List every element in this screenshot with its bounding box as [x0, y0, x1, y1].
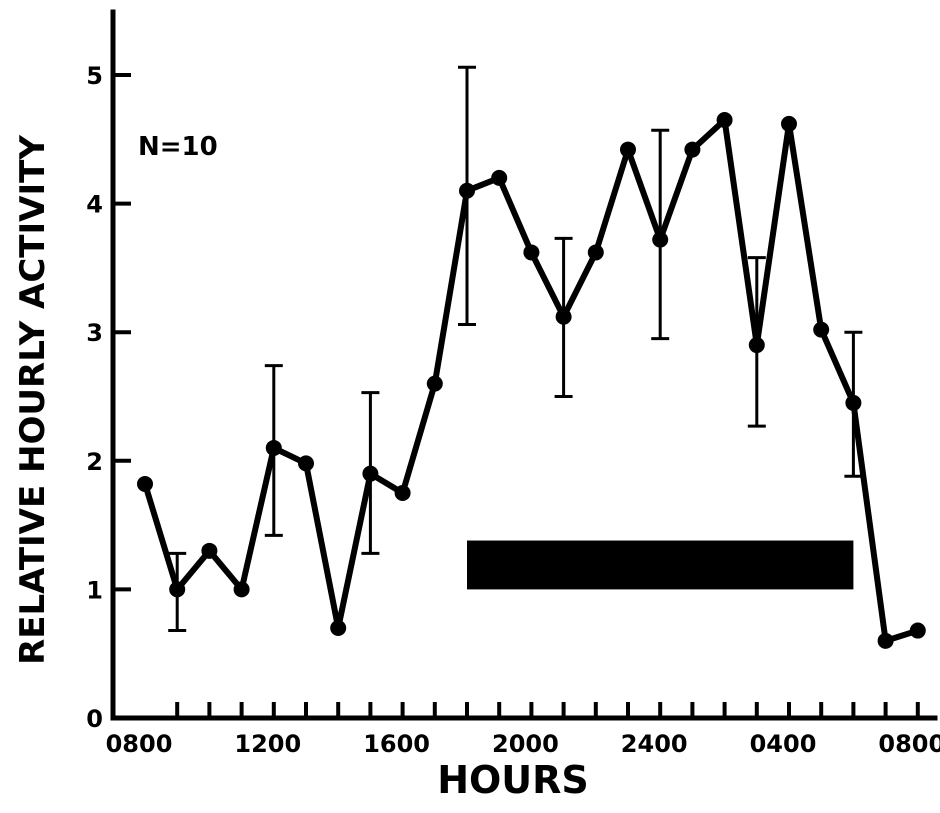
data-point: [813, 321, 830, 338]
x-tick-label: 0400: [750, 730, 817, 758]
data-point: [909, 622, 926, 639]
data-point: [555, 308, 572, 325]
data-point: [716, 112, 733, 129]
data-point: [587, 244, 604, 261]
dark-period-bar-layer: [467, 540, 854, 590]
sample-size-annotation: N=10: [138, 132, 218, 162]
x-ticks: 0800 1200 1600 2000 2400 0400 0800: [106, 702, 940, 758]
data-point: [491, 169, 508, 186]
x-tick-label: 2400: [621, 730, 688, 758]
x-tick-label: 1600: [363, 730, 430, 758]
x-tick-label: 0800: [106, 730, 173, 758]
data-point: [298, 455, 314, 472]
data-point: [877, 632, 894, 649]
dark-period-bar: [467, 540, 854, 590]
data-point: [362, 465, 379, 482]
data-point: [620, 141, 636, 158]
data-point: [781, 115, 797, 132]
y-tick-label: 4: [86, 191, 103, 219]
y-axis-title: RELATIVE HOURLY ACTIVITY: [13, 135, 53, 665]
data-points: [137, 112, 926, 649]
y-ticks: 0 1 2 3 4 5: [86, 62, 131, 733]
x-axis-title: HOURS: [437, 758, 589, 802]
y-tick-label: 2: [86, 448, 103, 476]
data-point: [426, 375, 443, 392]
data-point: [845, 394, 862, 411]
data-point: [265, 439, 282, 456]
x-tick-label: 0800: [878, 730, 940, 758]
y-tick-label: 0: [86, 705, 103, 733]
y-tick-label: 3: [86, 319, 103, 347]
data-point: [330, 619, 347, 636]
data-point: [394, 484, 411, 501]
data-point: [684, 141, 701, 158]
data-point: [523, 244, 540, 261]
data-point: [137, 475, 153, 492]
x-tick-label: 1200: [234, 730, 301, 758]
x-tick-label: 2000: [492, 730, 559, 758]
data-point: [748, 337, 765, 354]
data-point: [201, 542, 218, 559]
axes: [110, 9, 938, 721]
data-point: [233, 581, 250, 598]
y-tick-label: 1: [86, 576, 103, 604]
data-point: [169, 581, 186, 598]
data-point: [459, 182, 475, 199]
y-tick-label: 5: [86, 62, 103, 90]
data-point: [652, 231, 669, 248]
